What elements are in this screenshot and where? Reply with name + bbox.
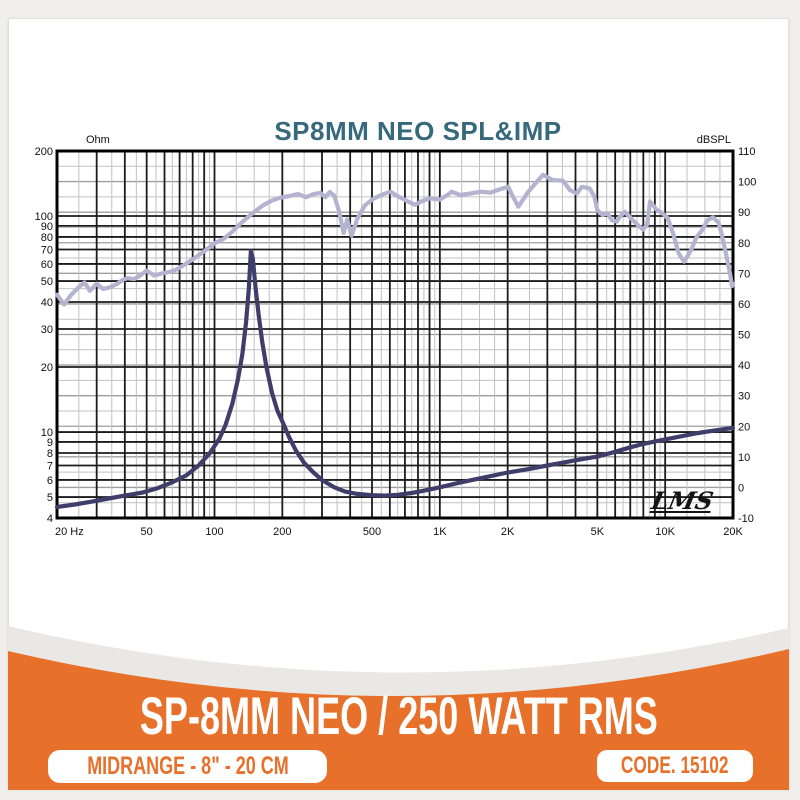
product-title: SP-8MM NEO / 250 WATT RMS [8,690,789,743]
chart-title: SP8MM NEO SPL&IMP [274,116,562,146]
midrange-size-label: MIDRANGE - 8" - 20 CM [86,752,289,780]
banner-gray-arc [8,626,789,697]
lms-watermark: LMS [649,486,716,515]
midrange-size-badge: MIDRANGE - 8" - 20 CM [48,750,327,783]
product-title-text: SP-8MM NEO / 250 WATT RMS [139,687,658,746]
product-code-badge: CODE. 15102 [597,750,753,782]
product-code-label: CODE. 15102 [621,752,729,779]
